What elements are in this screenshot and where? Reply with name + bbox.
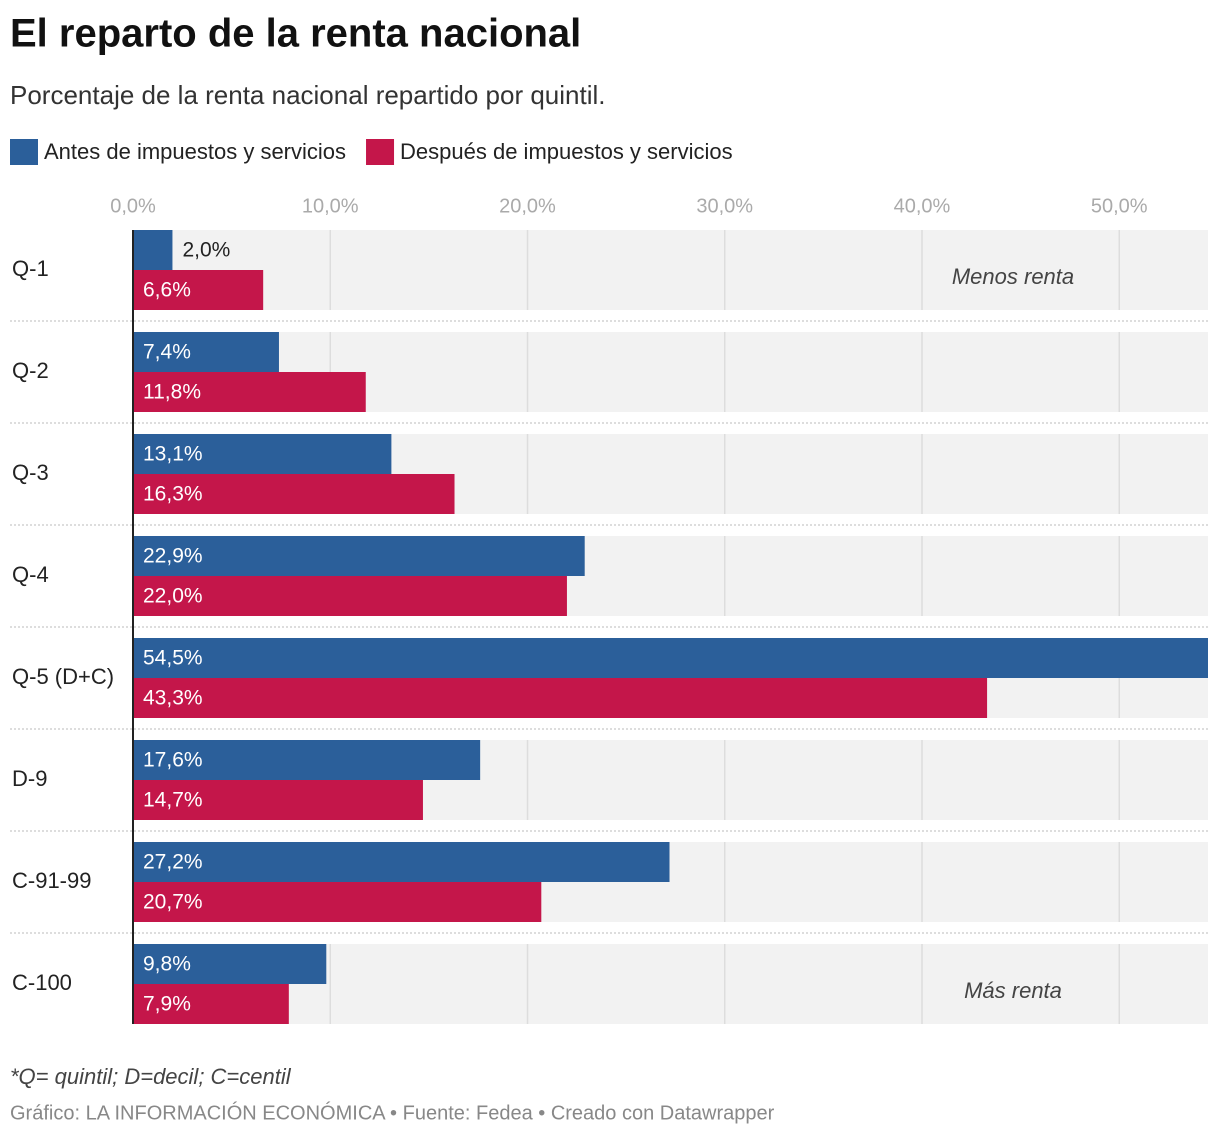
x-tick-label: 20,0% bbox=[499, 195, 556, 217]
x-tick-label: 30,0% bbox=[696, 195, 753, 217]
bar bbox=[133, 474, 455, 514]
value-label: 27,2% bbox=[143, 851, 203, 874]
legend-label: Antes de impuestos y servicios bbox=[44, 139, 346, 164]
value-label: 54,5% bbox=[143, 647, 203, 670]
x-tick-label: 40,0% bbox=[894, 195, 951, 217]
value-label: 43,3% bbox=[143, 687, 203, 710]
bar bbox=[133, 230, 173, 270]
x-tick-label: 10,0% bbox=[302, 195, 359, 217]
bar bbox=[133, 740, 481, 780]
x-tick-label: 0,0% bbox=[110, 195, 156, 217]
bar bbox=[133, 944, 327, 984]
y-tick-label: Q-4 bbox=[12, 562, 49, 587]
legend-swatch bbox=[366, 139, 395, 165]
credit: Gráfico: LA INFORMACIÓN ECONÓMICA • Fuen… bbox=[10, 1101, 775, 1124]
legend-label: Después de impuestos y servicios bbox=[400, 139, 733, 164]
value-label: 22,9% bbox=[143, 545, 203, 568]
bar bbox=[133, 780, 423, 820]
value-label: 16,3% bbox=[143, 483, 203, 506]
x-tick-label: 50,0% bbox=[1091, 195, 1148, 217]
value-label: 13,1% bbox=[143, 443, 203, 466]
bar bbox=[133, 372, 366, 412]
chart-title: El reparto de la renta nacional bbox=[10, 12, 581, 56]
bar bbox=[133, 678, 988, 718]
value-label: 22,0% bbox=[143, 585, 203, 608]
row-background bbox=[133, 230, 1208, 310]
footnote: *Q= quintil; D=decil; C=centil bbox=[10, 1064, 292, 1089]
bar bbox=[133, 882, 542, 922]
annotation: Menos renta bbox=[952, 264, 1074, 289]
value-label: 11,8% bbox=[143, 381, 201, 404]
value-label: 14,7% bbox=[143, 789, 203, 812]
value-label: 17,6% bbox=[143, 749, 203, 772]
bar bbox=[133, 842, 670, 882]
bar bbox=[133, 984, 289, 1024]
annotation: Más renta bbox=[964, 978, 1062, 1003]
bar bbox=[133, 536, 585, 576]
chart-subtitle: Porcentaje de la renta nacional repartid… bbox=[10, 80, 606, 110]
value-label: 7,4% bbox=[143, 341, 191, 364]
y-tick-label: C-100 bbox=[12, 970, 72, 995]
legend-swatch bbox=[10, 139, 38, 165]
y-tick-label: D-9 bbox=[12, 766, 47, 791]
y-tick-label: Q-2 bbox=[12, 358, 49, 383]
value-label: 2,0% bbox=[182, 239, 230, 262]
bar bbox=[133, 332, 279, 372]
bar bbox=[133, 638, 1208, 678]
value-label: 6,6% bbox=[143, 279, 191, 302]
y-tick-label: C-91-99 bbox=[12, 868, 91, 893]
y-tick-label: Q-5 (D+C) bbox=[12, 664, 114, 689]
bar bbox=[133, 576, 567, 616]
y-tick-label: Q-3 bbox=[12, 460, 49, 485]
value-label: 7,9% bbox=[143, 993, 191, 1016]
bar bbox=[133, 270, 264, 310]
bar bbox=[133, 434, 392, 474]
value-label: 9,8% bbox=[143, 953, 191, 976]
y-tick-label: Q-1 bbox=[12, 256, 49, 281]
value-label: 20,7% bbox=[143, 891, 203, 914]
